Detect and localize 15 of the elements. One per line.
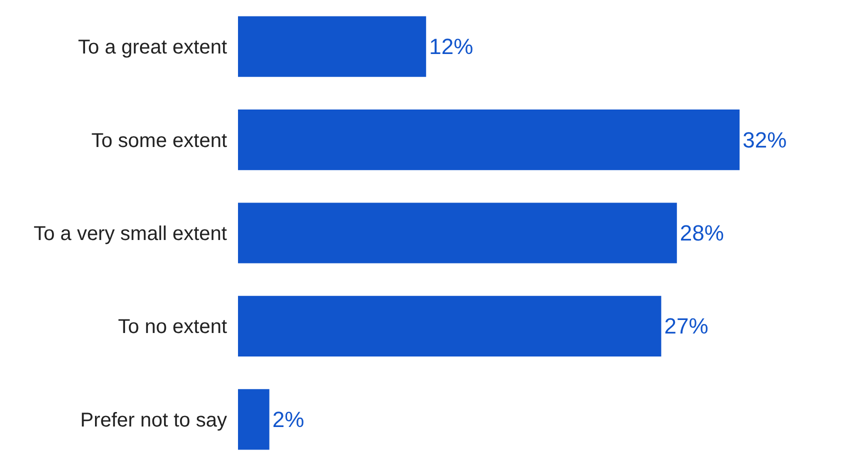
bar (238, 296, 662, 356)
y-tick-label: To some extent (91, 130, 228, 152)
bar (238, 389, 270, 450)
data-label: 12% (429, 34, 474, 60)
data-label: 32% (742, 127, 787, 152)
data-label: 28% (680, 220, 724, 246)
y-tick-label: To a great extent (78, 36, 228, 59)
y-tick-label: Prefer not to say (80, 409, 227, 432)
data-label: 2% (272, 406, 304, 432)
bar (238, 110, 740, 170)
y-tick-label: To no extent (118, 316, 228, 338)
bar (238, 202, 677, 264)
data-label: 27% (664, 314, 708, 339)
y-tick-label: To a very small extent (34, 223, 228, 245)
bar (238, 16, 426, 77)
